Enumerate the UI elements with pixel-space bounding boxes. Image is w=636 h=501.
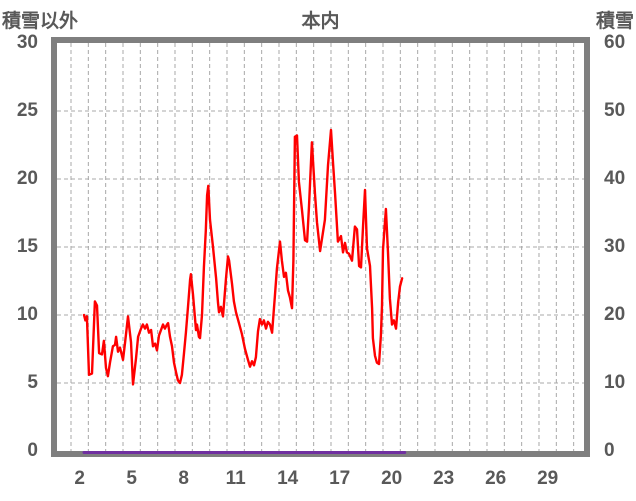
right-axis-tick-label: 20 [604, 304, 626, 325]
left-axis-tick-label: 30 [16, 32, 38, 53]
right-axis-tick-label: 30 [604, 236, 626, 257]
left-axis-title: 積雪以外 [2, 11, 79, 32]
x-axis-tick-label: 20 [381, 468, 403, 489]
left-axis-tick-label: 20 [16, 168, 38, 189]
x-axis-tick-label: 29 [537, 468, 559, 489]
right-axis-tick-label: 40 [604, 168, 626, 189]
right-axis-title: 積雪 [595, 11, 634, 32]
series-line-other-than-snow [82, 128, 404, 386]
left-axis-tick-label: 10 [16, 304, 38, 325]
x-axis-tick-label: 26 [485, 468, 507, 489]
right-axis-tick-label: 50 [604, 100, 626, 121]
left-axis-tick-label: 25 [16, 100, 38, 121]
left-axis-tick-label: 5 [27, 372, 38, 393]
right-axis-tick-label: 0 [604, 440, 615, 461]
x-axis-tick-label: 5 [126, 468, 137, 489]
x-axis-tick-label: 11 [225, 468, 246, 489]
chart-title: 本内 [301, 11, 340, 32]
x-axis-tick-label: 8 [178, 468, 189, 489]
x-axis-tick-label: 23 [433, 468, 455, 489]
left-axis-tick-label: 15 [16, 236, 38, 257]
x-axis-tick-label: 17 [329, 468, 351, 489]
x-axis-tick-label: 2 [74, 468, 85, 489]
left-axis-tick-label: 0 [27, 440, 38, 461]
right-axis-tick-label: 60 [604, 32, 626, 53]
x-axis-tick-label: 14 [277, 468, 299, 489]
right-axis-tick-label: 10 [604, 372, 626, 393]
